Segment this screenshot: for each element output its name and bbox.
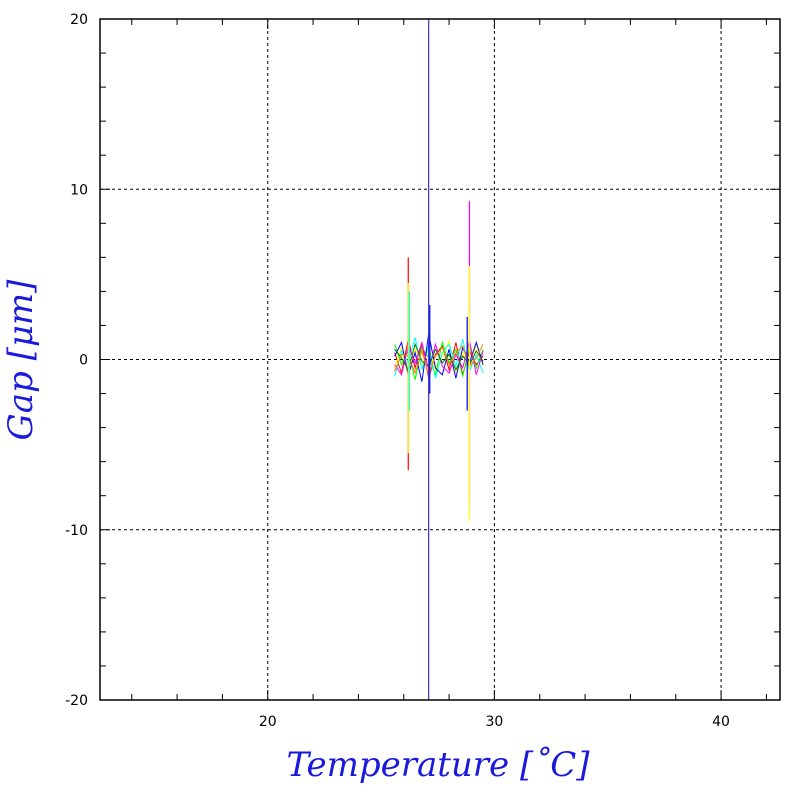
x-tick-label: 20 bbox=[259, 714, 277, 730]
y-axis-title: Gap [μm] bbox=[1, 279, 41, 441]
y-tick-label: 20 bbox=[70, 12, 88, 28]
tick-labels: 20 30 40 -20 -10 0 10 20 bbox=[65, 12, 730, 730]
y-tick-label: -10 bbox=[65, 523, 88, 539]
axis-ticks bbox=[100, 19, 780, 700]
grid-lines bbox=[100, 19, 780, 700]
x-tick-label: 30 bbox=[485, 714, 503, 730]
x-tick-label: 40 bbox=[712, 714, 730, 730]
y-tick-label: 10 bbox=[70, 182, 88, 198]
y-tick-label: -20 bbox=[65, 693, 88, 709]
x-axis-title: Temperature [˚C] bbox=[286, 745, 590, 785]
y-tick-label: 0 bbox=[79, 353, 88, 369]
data-series bbox=[394, 201, 484, 522]
